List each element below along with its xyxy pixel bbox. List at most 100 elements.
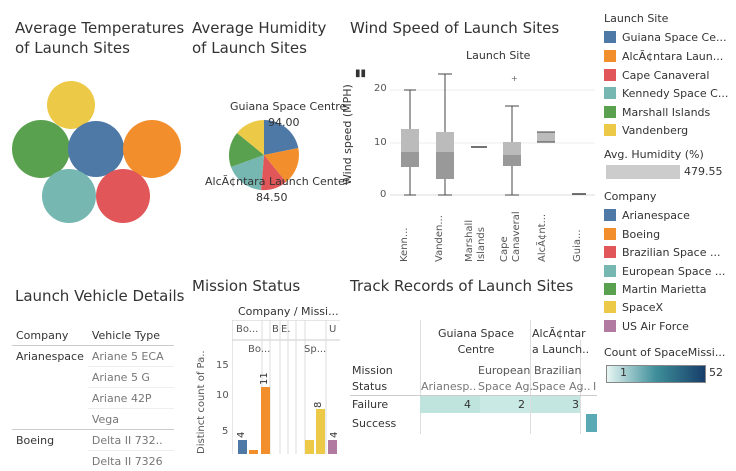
mission-col-b: B: [272, 324, 279, 335]
wind-header: Launch Site: [466, 49, 530, 62]
track-sub-arianespace: Arianesp..: [421, 380, 476, 393]
legend-item-kennedy[interactable]: Kennedy Space C...: [604, 87, 728, 101]
wind-box-plot[interactable]: +: [390, 68, 595, 208]
mission-bar-label-3: 8: [313, 402, 324, 408]
vehicle-title: Launch Vehicle Details: [15, 286, 185, 306]
legend-item-guiana[interactable]: Guiana Space Ce...: [604, 31, 726, 45]
table-row: Vega: [12, 409, 174, 430]
temp-bubble-chart[interactable]: [0, 70, 190, 230]
vehicle-header-company: Company: [12, 325, 88, 346]
track-row-success: Success: [352, 417, 396, 430]
legend-item-vandenberg[interactable]: Vandenberg: [604, 124, 688, 138]
wind-tick-20: 20: [374, 83, 387, 94]
mission-tick-15: 15: [216, 360, 229, 371]
mission-col-e: E.: [281, 324, 291, 335]
legend-item-boeing[interactable]: Boeing: [604, 228, 660, 242]
mission-tick-10: 10: [216, 390, 229, 401]
wind-xcat-kennedy: Kenn...: [399, 228, 410, 262]
track-cell-success-4[interactable]: [586, 414, 597, 432]
wind-xcat-alcantara: AlcÃ¢nt...: [537, 214, 548, 262]
track-title: Track Records of Launch Sites: [350, 276, 573, 296]
mission-bar-label-2: 11: [259, 372, 270, 385]
legend-item-arianespace[interactable]: Arianespace: [604, 209, 690, 223]
track-row-header-1: Mission: [352, 364, 393, 377]
bubble-cape[interactable]: [96, 169, 150, 223]
mission-col-bo: Bo...: [248, 344, 270, 355]
legend-humidity-value: 479.55: [684, 165, 723, 178]
bar-spacex-2[interactable]: [316, 409, 325, 454]
mission-col-u: U: [329, 324, 336, 335]
wind-xcat-marshall: Marshall Islands: [464, 208, 488, 262]
track-col-guiana: Guiana Space Centre: [436, 326, 516, 358]
track-value-1: 4: [464, 398, 471, 411]
legend-item-usaf[interactable]: US Air Force: [604, 320, 689, 334]
wind-title: Wind Speed of Launch Sites: [350, 18, 559, 38]
bar-arianespace[interactable]: [238, 440, 247, 454]
bubble-alcantara[interactable]: [123, 120, 181, 178]
legend-humidity-title: Avg. Humidity (%): [604, 148, 704, 161]
wind-tick-0: 0: [380, 189, 386, 200]
wind-xcat-cape: Cape Canaveral: [499, 208, 523, 262]
legend-item-alcantara[interactable]: AlcÃ¢ntara Laun...: [604, 50, 723, 64]
mission-bar-label-4: 4: [329, 432, 340, 438]
track-col-alcantara: AlcÃ¢ntar a Launch..: [532, 326, 592, 358]
mission-col-1: Bo...: [236, 324, 258, 335]
bar-usaf[interactable]: [328, 440, 337, 454]
mission-col-sp: Sp...: [304, 344, 326, 355]
legend-humidity-bar: [606, 165, 680, 179]
table-row: Ariane 42P: [12, 388, 174, 409]
track-sub-space-ag-2: Space Ag..: [532, 380, 591, 393]
legend-item-marshall[interactable]: Marshall Islands: [604, 106, 710, 120]
legend-item-brazilian[interactable]: Brazilian Space ...: [604, 246, 720, 260]
track-sub-space-ag-1: Space Ag..: [478, 380, 537, 393]
legend-company-title: Company: [604, 190, 734, 203]
vehicle-header-type: Vehicle Type: [88, 325, 174, 346]
wind-xcat-vandenberg: Vanden...: [434, 215, 445, 262]
vehicle-header-row: Company Vehicle Type: [12, 325, 174, 346]
pie-label-alcantara: AlcÃ¢ntara Launch Center: [205, 175, 349, 188]
wind-tick-10: 10: [374, 137, 387, 148]
legend-count-title: Count of SpaceMissi...: [604, 346, 725, 359]
legend-launch-site[interactable]: Launch Site Guiana Space Ce... AlcÃ¢ntar…: [604, 12, 734, 142]
humidity-title: Average Humidity of Launch Sites: [192, 18, 342, 58]
bar-boeing-2[interactable]: [261, 387, 270, 454]
legend-company[interactable]: Company Arianespace Boeing Brazilian Spa…: [604, 190, 734, 335]
legend-count-min: 1: [620, 366, 627, 379]
pie-label-guiana: Guiana Space Centre: [230, 100, 346, 113]
temp-title: Average Temperatures of Launch Sites: [15, 18, 185, 58]
legend-count-max: 52: [709, 366, 723, 379]
bubble-marshall[interactable]: [12, 120, 70, 178]
pie-value-alcantara: 84.50: [256, 191, 288, 204]
bubble-vandenberg[interactable]: [47, 81, 95, 129]
track-sub-european: European: [478, 364, 530, 377]
mission-title: Mission Status: [192, 276, 300, 296]
track-value-2: 2: [518, 398, 525, 411]
mission-tick-5: 5: [222, 426, 228, 437]
legend-item-cape[interactable]: Cape Canaveral: [604, 69, 709, 83]
wind-ylabel: Wind speed (MPH): [341, 84, 354, 185]
track-sub-brazilian: Brazilian: [534, 364, 581, 377]
legend-item-spacex[interactable]: SpaceX: [604, 301, 663, 315]
bar-spacex-1[interactable]: [305, 440, 314, 454]
legend-item-martin[interactable]: Martin Marietta: [604, 283, 707, 297]
wind-xcat-guiana: Guia...: [572, 229, 583, 262]
track-row-failure: Failure: [352, 398, 388, 411]
box-alcantara[interactable]: [537, 132, 555, 142]
mission-bar-chart[interactable]: [232, 320, 340, 454]
track-divider: [530, 320, 531, 434]
track-row-header-2: Status: [352, 380, 387, 393]
pie-value-guiana: 94.00: [268, 116, 300, 129]
mission-header: Company / Missi...: [238, 305, 339, 318]
bar-boeing-1[interactable]: [249, 450, 258, 454]
track-value-3: 3: [572, 398, 579, 411]
legend-launch-site-title: Launch Site: [604, 12, 734, 25]
table-row: Ariane 5 G: [12, 367, 174, 388]
bubble-kennedy[interactable]: [42, 169, 96, 223]
mission-bar-label-1: 4: [236, 432, 247, 438]
bubble-guiana[interactable]: [68, 121, 124, 177]
svg-text:+: +: [511, 74, 518, 83]
legend-item-european[interactable]: European Space ...: [604, 265, 725, 279]
